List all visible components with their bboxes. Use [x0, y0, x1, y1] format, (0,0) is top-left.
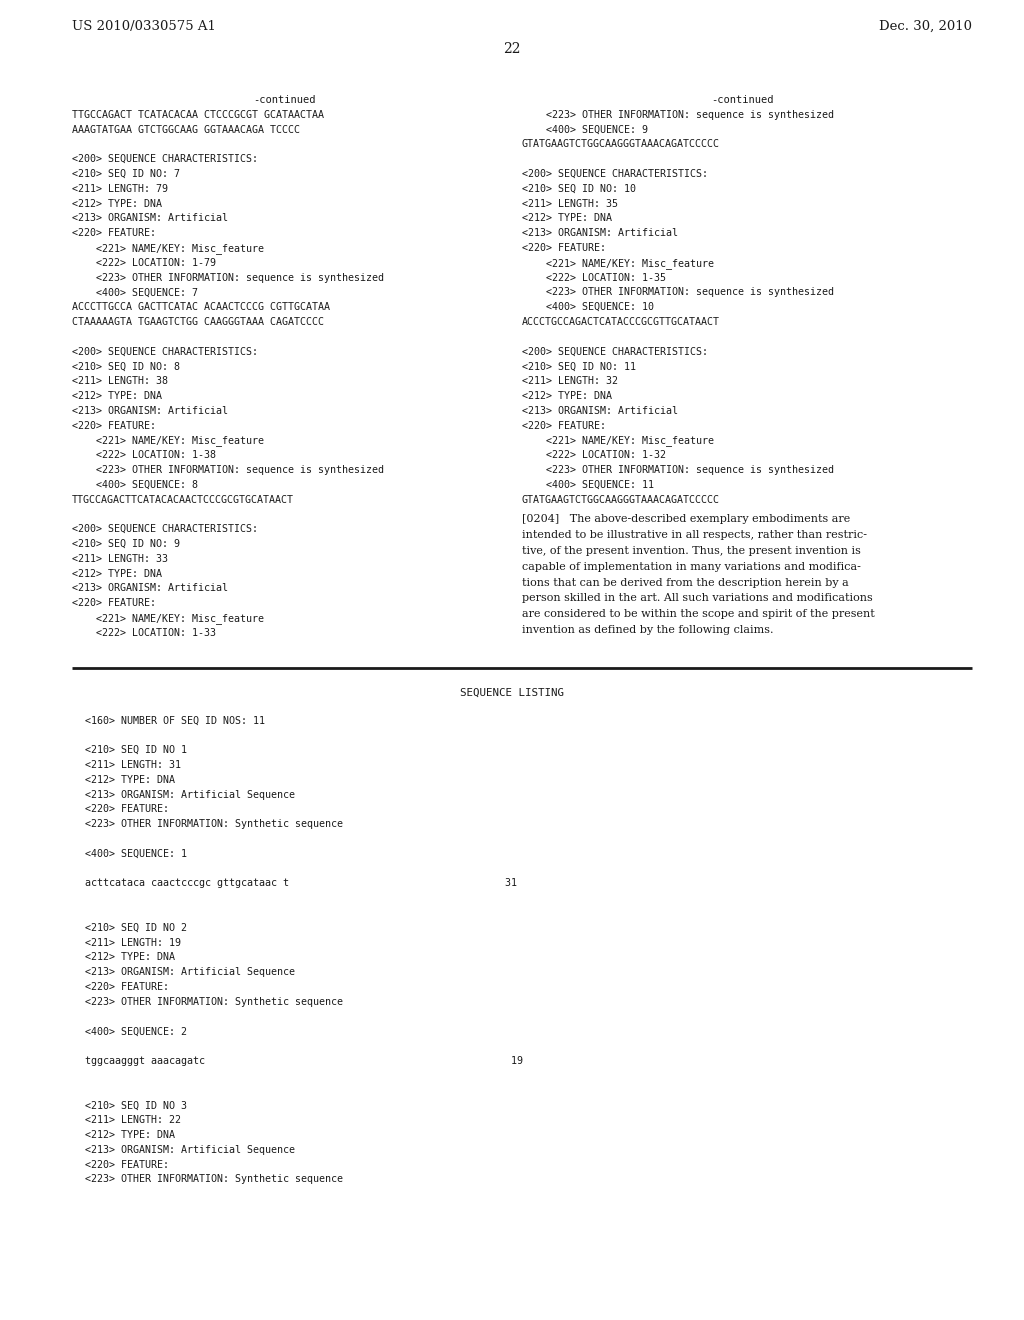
Text: <211> LENGTH: 38: <211> LENGTH: 38 — [72, 376, 168, 387]
Text: <210> SEQ ID NO 1: <210> SEQ ID NO 1 — [85, 746, 187, 755]
Text: AAAGTATGAA GTCTGGCAAG GGTAAACAGA TCCCC: AAAGTATGAA GTCTGGCAAG GGTAAACAGA TCCCC — [72, 124, 300, 135]
Text: <211> LENGTH: 79: <211> LENGTH: 79 — [72, 183, 168, 194]
Text: <213> ORGANISM: Artificial: <213> ORGANISM: Artificial — [522, 228, 678, 238]
Text: <200> SEQUENCE CHARACTERISTICS:: <200> SEQUENCE CHARACTERISTICS: — [72, 154, 258, 164]
Text: <220> FEATURE:: <220> FEATURE: — [72, 421, 156, 430]
Text: <212> TYPE: DNA: <212> TYPE: DNA — [72, 391, 162, 401]
Text: <221> NAME/KEY: Misc_feature: <221> NAME/KEY: Misc_feature — [72, 436, 264, 446]
Text: TTGCCAGACTTCATACACAACTCCCGCGTGCATAACT: TTGCCAGACTTCATACACAACTCCCGCGTGCATAACT — [72, 495, 294, 504]
Text: <221> NAME/KEY: Misc_feature: <221> NAME/KEY: Misc_feature — [72, 243, 264, 253]
Text: <213> ORGANISM: Artificial: <213> ORGANISM: Artificial — [72, 214, 228, 223]
Text: <223> OTHER INFORMATION: Synthetic sequence: <223> OTHER INFORMATION: Synthetic seque… — [85, 1175, 343, 1184]
Text: <211> LENGTH: 31: <211> LENGTH: 31 — [85, 760, 181, 770]
Text: are considered to be within the scope and spirit of the present: are considered to be within the scope an… — [522, 610, 874, 619]
Text: <200> SEQUENCE CHARACTERISTICS:: <200> SEQUENCE CHARACTERISTICS: — [72, 524, 258, 535]
Text: acttcataca caactcccgc gttgcataac t                                    31: acttcataca caactcccgc gttgcataac t 31 — [85, 878, 517, 888]
Text: <400> SEQUENCE: 1: <400> SEQUENCE: 1 — [85, 849, 187, 859]
Text: <212> TYPE: DNA: <212> TYPE: DNA — [85, 953, 175, 962]
Text: <400> SEQUENCE: 2: <400> SEQUENCE: 2 — [85, 1027, 187, 1036]
Text: <213> ORGANISM: Artificial: <213> ORGANISM: Artificial — [72, 405, 228, 416]
Text: tggcaagggt aaacagatc                                                   19: tggcaagggt aaacagatc 19 — [85, 1056, 523, 1067]
Text: <220> FEATURE:: <220> FEATURE: — [85, 804, 169, 814]
Text: capable of implementation in many variations and modifica-: capable of implementation in many variat… — [522, 562, 861, 572]
Text: ACCCTGCCAGACTCATACCCGCGTTGCATAACT: ACCCTGCCAGACTCATACCCGCGTTGCATAACT — [522, 317, 720, 327]
Text: <222> LOCATION: 1-79: <222> LOCATION: 1-79 — [72, 257, 216, 268]
Text: <400> SEQUENCE: 10: <400> SEQUENCE: 10 — [522, 302, 654, 313]
Text: <211> LENGTH: 32: <211> LENGTH: 32 — [522, 376, 618, 387]
Text: tions that can be derived from the description herein by a: tions that can be derived from the descr… — [522, 578, 849, 587]
Text: <200> SEQUENCE CHARACTERISTICS:: <200> SEQUENCE CHARACTERISTICS: — [522, 169, 708, 180]
Text: <212> TYPE: DNA: <212> TYPE: DNA — [85, 1130, 175, 1140]
Text: <222> LOCATION: 1-35: <222> LOCATION: 1-35 — [522, 273, 666, 282]
Text: <213> ORGANISM: Artificial Sequence: <213> ORGANISM: Artificial Sequence — [85, 968, 295, 977]
Text: <212> TYPE: DNA: <212> TYPE: DNA — [522, 214, 612, 223]
Text: <211> LENGTH: 19: <211> LENGTH: 19 — [85, 937, 181, 948]
Text: <400> SEQUENCE: 8: <400> SEQUENCE: 8 — [72, 479, 198, 490]
Text: <221> NAME/KEY: Misc_feature: <221> NAME/KEY: Misc_feature — [72, 612, 264, 624]
Text: <210> SEQ ID NO: 11: <210> SEQ ID NO: 11 — [522, 362, 636, 371]
Text: GTATGAAGTCTGGCAAGGGTAAACAGATCCCCC: GTATGAAGTCTGGCAAGGGTAAACAGATCCCCC — [522, 495, 720, 504]
Text: <223> OTHER INFORMATION: Synthetic sequence: <223> OTHER INFORMATION: Synthetic seque… — [85, 820, 343, 829]
Text: Dec. 30, 2010: Dec. 30, 2010 — [879, 20, 972, 33]
Text: <210> SEQ ID NO: 7: <210> SEQ ID NO: 7 — [72, 169, 180, 180]
Text: <223> OTHER INFORMATION: sequence is synthesized: <223> OTHER INFORMATION: sequence is syn… — [522, 110, 834, 120]
Text: ACCCTTGCCA GACTTCATAC ACAACTCCCG CGTTGCATAA: ACCCTTGCCA GACTTCATAC ACAACTCCCG CGTTGCA… — [72, 302, 330, 313]
Text: <223> OTHER INFORMATION: Synthetic sequence: <223> OTHER INFORMATION: Synthetic seque… — [85, 997, 343, 1007]
Text: <222> LOCATION: 1-33: <222> LOCATION: 1-33 — [72, 628, 216, 638]
Text: <223> OTHER INFORMATION: sequence is synthesized: <223> OTHER INFORMATION: sequence is syn… — [522, 288, 834, 297]
Text: <220> FEATURE:: <220> FEATURE: — [522, 421, 606, 430]
Text: <223> OTHER INFORMATION: sequence is synthesized: <223> OTHER INFORMATION: sequence is syn… — [72, 273, 384, 282]
Text: <212> TYPE: DNA: <212> TYPE: DNA — [72, 198, 162, 209]
Text: [0204]   The above-described exemplary embodiments are: [0204] The above-described exemplary emb… — [522, 515, 850, 524]
Text: <200> SEQUENCE CHARACTERISTICS:: <200> SEQUENCE CHARACTERISTICS: — [72, 347, 258, 356]
Text: <223> OTHER INFORMATION: sequence is synthesized: <223> OTHER INFORMATION: sequence is syn… — [72, 465, 384, 475]
Text: <221> NAME/KEY: Misc_feature: <221> NAME/KEY: Misc_feature — [522, 436, 714, 446]
Text: <223> OTHER INFORMATION: sequence is synthesized: <223> OTHER INFORMATION: sequence is syn… — [522, 465, 834, 475]
Text: <220> FEATURE:: <220> FEATURE: — [72, 228, 156, 238]
Text: <400> SEQUENCE: 9: <400> SEQUENCE: 9 — [522, 124, 648, 135]
Text: <220> FEATURE:: <220> FEATURE: — [522, 243, 606, 253]
Text: CTAAAAAGTA TGAAGTCTGG CAAGGGTAAA CAGATCCCC: CTAAAAAGTA TGAAGTCTGG CAAGGGTAAA CAGATCC… — [72, 317, 324, 327]
Text: 22: 22 — [503, 42, 521, 55]
Text: SEQUENCE LISTING: SEQUENCE LISTING — [460, 688, 564, 697]
Text: intended to be illustrative in all respects, rather than restric-: intended to be illustrative in all respe… — [522, 531, 867, 540]
Text: <211> LENGTH: 22: <211> LENGTH: 22 — [85, 1115, 181, 1125]
Text: tive, of the present invention. Thus, the present invention is: tive, of the present invention. Thus, th… — [522, 546, 861, 556]
Text: <160> NUMBER OF SEQ ID NOS: 11: <160> NUMBER OF SEQ ID NOS: 11 — [85, 715, 265, 726]
Text: <222> LOCATION: 1-38: <222> LOCATION: 1-38 — [72, 450, 216, 461]
Text: <211> LENGTH: 35: <211> LENGTH: 35 — [522, 198, 618, 209]
Text: <220> FEATURE:: <220> FEATURE: — [85, 1159, 169, 1170]
Text: <400> SEQUENCE: 7: <400> SEQUENCE: 7 — [72, 288, 198, 297]
Text: -continued: -continued — [711, 95, 773, 106]
Text: <213> ORGANISM: Artificial: <213> ORGANISM: Artificial — [522, 405, 678, 416]
Text: <210> SEQ ID NO: 10: <210> SEQ ID NO: 10 — [522, 183, 636, 194]
Text: <211> LENGTH: 33: <211> LENGTH: 33 — [72, 554, 168, 564]
Text: <213> ORGANISM: Artificial: <213> ORGANISM: Artificial — [72, 583, 228, 594]
Text: <210> SEQ ID NO 2: <210> SEQ ID NO 2 — [85, 923, 187, 933]
Text: person skilled in the art. All such variations and modifications: person skilled in the art. All such vari… — [522, 594, 872, 603]
Text: <210> SEQ ID NO: 8: <210> SEQ ID NO: 8 — [72, 362, 180, 371]
Text: <210> SEQ ID NO 3: <210> SEQ ID NO 3 — [85, 1101, 187, 1110]
Text: <221> NAME/KEY: Misc_feature: <221> NAME/KEY: Misc_feature — [522, 257, 714, 269]
Text: <213> ORGANISM: Artificial Sequence: <213> ORGANISM: Artificial Sequence — [85, 1144, 295, 1155]
Text: <212> TYPE: DNA: <212> TYPE: DNA — [72, 569, 162, 578]
Text: <220> FEATURE:: <220> FEATURE: — [85, 982, 169, 993]
Text: <200> SEQUENCE CHARACTERISTICS:: <200> SEQUENCE CHARACTERISTICS: — [522, 347, 708, 356]
Text: <212> TYPE: DNA: <212> TYPE: DNA — [85, 775, 175, 785]
Text: TTGCCAGACT TCATACACAA CTCCCGCGT GCATAACTAA: TTGCCAGACT TCATACACAA CTCCCGCGT GCATAACT… — [72, 110, 324, 120]
Text: GTATGAAGTCTGGCAAGGGTAAACAGATCCCCC: GTATGAAGTCTGGCAAGGGTAAACAGATCCCCC — [522, 140, 720, 149]
Text: <220> FEATURE:: <220> FEATURE: — [72, 598, 156, 609]
Text: <213> ORGANISM: Artificial Sequence: <213> ORGANISM: Artificial Sequence — [85, 789, 295, 800]
Text: invention as defined by the following claims.: invention as defined by the following cl… — [522, 624, 773, 635]
Text: US 2010/0330575 A1: US 2010/0330575 A1 — [72, 20, 216, 33]
Text: <210> SEQ ID NO: 9: <210> SEQ ID NO: 9 — [72, 539, 180, 549]
Text: <212> TYPE: DNA: <212> TYPE: DNA — [522, 391, 612, 401]
Text: <222> LOCATION: 1-32: <222> LOCATION: 1-32 — [522, 450, 666, 461]
Text: <400> SEQUENCE: 11: <400> SEQUENCE: 11 — [522, 479, 654, 490]
Text: -continued: -continued — [253, 95, 315, 106]
